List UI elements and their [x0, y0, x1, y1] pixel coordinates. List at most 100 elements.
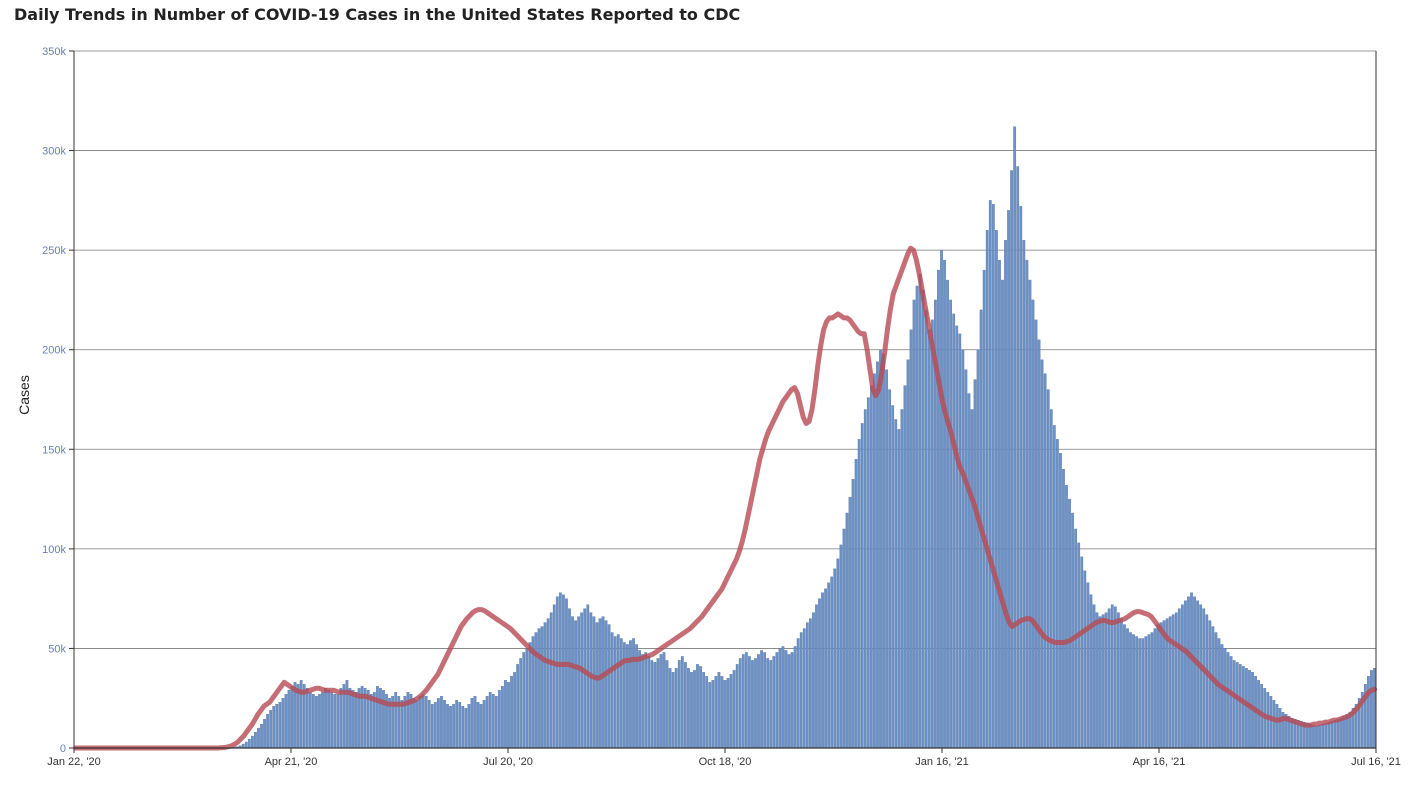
- bar: [866, 397, 870, 749]
- bar: [494, 696, 498, 749]
- bar: [940, 249, 943, 749]
- bar: [571, 616, 574, 749]
- bar: [1086, 582, 1090, 749]
- bar: [967, 393, 971, 749]
- bar: [534, 632, 538, 749]
- bar: [354, 692, 358, 749]
- bar: [775, 652, 779, 749]
- bar: [906, 359, 910, 749]
- bar: [562, 594, 565, 749]
- bar: [497, 690, 501, 749]
- bar: [809, 618, 812, 749]
- bar: [281, 698, 285, 749]
- bar: [458, 702, 462, 749]
- bar: [379, 688, 382, 749]
- bar: [1220, 644, 1224, 749]
- bar: [677, 660, 681, 749]
- bar: [958, 333, 962, 749]
- bar: [876, 361, 879, 749]
- bar: [1342, 715, 1346, 749]
- bar: [449, 706, 452, 749]
- bar: [247, 738, 251, 749]
- bar: [1059, 453, 1062, 749]
- bar: [546, 618, 550, 749]
- bar: [632, 638, 635, 749]
- bar: [766, 658, 770, 749]
- bar: [482, 700, 486, 749]
- bar: [869, 385, 873, 749]
- y-tick-label: 0: [60, 743, 66, 755]
- bar: [656, 658, 660, 749]
- x-tick-label: Jan 22, '20: [47, 756, 100, 768]
- bar: [708, 682, 712, 749]
- bar: [769, 660, 773, 749]
- bar: [1159, 622, 1163, 749]
- bar: [879, 349, 882, 749]
- bar: [1318, 724, 1321, 749]
- bar: [418, 696, 422, 749]
- bar: [629, 640, 632, 749]
- bar: [690, 672, 693, 749]
- bar: [693, 670, 696, 749]
- bar: [1171, 614, 1175, 749]
- bar: [1007, 210, 1010, 749]
- bar: [662, 652, 666, 749]
- bar: [772, 656, 776, 749]
- bar: [1095, 612, 1099, 749]
- chart-title: Daily Trends in Number of COVID-19 Cases…: [14, 5, 741, 24]
- bar: [647, 656, 651, 749]
- bar: [665, 660, 669, 749]
- bar: [1162, 620, 1166, 749]
- bar: [683, 662, 687, 749]
- bar: [308, 692, 312, 749]
- bar: [1083, 570, 1087, 749]
- bar: [796, 638, 800, 749]
- bar: [1269, 696, 1273, 749]
- bar: [1068, 498, 1071, 749]
- bar: [1004, 240, 1007, 749]
- x-tick-label: Jul 16, '21: [1351, 756, 1401, 768]
- bar: [552, 604, 556, 749]
- bar: [973, 379, 977, 749]
- bar: [321, 692, 324, 749]
- bar: [982, 269, 986, 749]
- bar: [1168, 616, 1172, 749]
- bar: [485, 696, 489, 749]
- bar: [412, 698, 416, 749]
- y-tick-label: 50k: [48, 643, 66, 655]
- bar: [574, 620, 577, 749]
- bar: [318, 694, 321, 749]
- bar: [1217, 638, 1221, 749]
- bar: [1052, 425, 1056, 749]
- bar: [1019, 206, 1023, 749]
- bar: [1373, 668, 1376, 749]
- bar: [729, 674, 733, 749]
- bar: [565, 598, 568, 749]
- bar: [1080, 556, 1084, 749]
- bar: [430, 704, 434, 749]
- bar: [1135, 636, 1139, 749]
- bar: [1214, 632, 1218, 749]
- bar: [1321, 723, 1325, 749]
- bar: [732, 670, 736, 749]
- bar: [891, 405, 895, 749]
- bar: [802, 628, 806, 749]
- bar: [464, 708, 468, 749]
- bar: [257, 727, 260, 749]
- bar: [714, 676, 718, 749]
- bar: [577, 616, 581, 749]
- bar: [781, 646, 785, 749]
- bar: [1046, 389, 1050, 749]
- bar: [348, 688, 352, 749]
- bar: [1330, 720, 1334, 749]
- bar: [604, 620, 608, 749]
- bar: [927, 329, 931, 749]
- bar: [1104, 612, 1108, 749]
- bar: [1156, 624, 1160, 749]
- bar: [1089, 594, 1093, 749]
- bar: [854, 459, 858, 749]
- bar: [760, 650, 763, 749]
- bar: [818, 598, 821, 749]
- bar: [400, 700, 404, 749]
- bar: [1315, 725, 1318, 749]
